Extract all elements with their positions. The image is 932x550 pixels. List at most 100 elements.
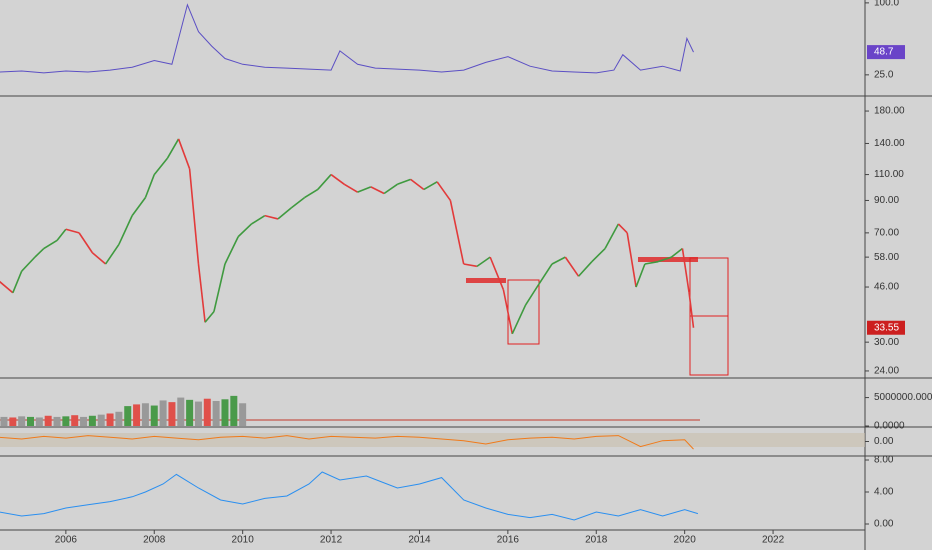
x-tick-label: 2010 (232, 535, 255, 546)
price-segment (153, 157, 169, 176)
price-segment (564, 256, 580, 277)
price-segment (657, 256, 672, 263)
volume-bar (221, 399, 229, 426)
price-segment (370, 186, 385, 195)
volume-bar (230, 395, 238, 426)
price-segment (317, 174, 332, 190)
volume-bar (18, 416, 26, 426)
last-value-label: 48.7 (874, 47, 894, 58)
y-tick-label: 8.00 (874, 455, 894, 466)
x-tick-label: 2020 (674, 535, 697, 546)
y-tick-label: 0.0000 (874, 421, 905, 432)
y-tick-label: 4.00 (874, 487, 894, 498)
price-segment (330, 173, 345, 185)
y-tick-label: 46.00 (874, 282, 899, 293)
y-tick-label: 90.00 (874, 195, 899, 206)
price-segment (188, 168, 200, 265)
volume-bar (62, 416, 70, 426)
price-segment (626, 232, 637, 288)
y-tick-label: 70.00 (874, 228, 899, 239)
price-segment (343, 183, 358, 193)
price-segment (577, 261, 593, 277)
y-tick-label: 180.00 (874, 106, 905, 117)
volume-bar (186, 399, 194, 426)
x-tick-label: 2012 (320, 535, 343, 546)
price-segment (224, 236, 239, 265)
price-segment (78, 232, 94, 254)
volume-bar (88, 415, 96, 426)
price-segment (43, 239, 58, 250)
volume-bar (35, 417, 43, 426)
y-tick-label: 0.00 (874, 519, 894, 530)
price-segment (177, 138, 191, 170)
x-tick-label: 2014 (408, 535, 431, 546)
volume-bar (133, 404, 141, 426)
price-segment (524, 283, 540, 306)
last-value-label: 33.55 (874, 322, 899, 333)
price-segment (688, 292, 695, 328)
y-tick-label: 58.00 (874, 252, 899, 263)
x-tick-label: 2018 (585, 535, 608, 546)
price-segment (644, 260, 659, 265)
volume-bar (212, 400, 220, 426)
volume-bar (44, 415, 52, 426)
y-tick-label: 25.0 (874, 69, 894, 80)
price-segment (251, 214, 266, 225)
volume-bar (177, 397, 185, 426)
price-segment (12, 270, 23, 294)
series-line (0, 435, 694, 450)
price-segment (304, 188, 319, 199)
y-tick-label: 24.00 (874, 366, 899, 377)
series-line (0, 3, 694, 74)
price-segment (436, 181, 452, 201)
annotation-band (638, 257, 698, 262)
price-segment (357, 186, 372, 193)
volume-bar (97, 414, 105, 426)
price-segment (197, 263, 206, 323)
volume-bar (0, 416, 8, 426)
x-tick-label: 2006 (55, 535, 78, 546)
price-segment (538, 263, 553, 285)
x-tick-label: 2022 (762, 535, 785, 546)
price-segment (204, 311, 215, 323)
price-segment (476, 256, 491, 268)
volume-bar (115, 411, 123, 426)
price-segment (237, 223, 253, 238)
volume-bar (106, 413, 114, 426)
price-segment (397, 178, 411, 186)
volume-bar (9, 417, 17, 426)
price-segment (56, 228, 67, 241)
price-segment (290, 196, 306, 209)
price-segment (144, 174, 156, 198)
oscillator-band (0, 433, 865, 447)
price-segment (591, 247, 606, 263)
x-tick-label: 2016 (497, 535, 520, 546)
last-value-tag (867, 45, 905, 60)
price-segment (277, 207, 292, 220)
price-segment (34, 247, 45, 258)
price-segment (551, 256, 566, 265)
price-segment (502, 289, 514, 334)
price-segment (383, 183, 398, 195)
y-tick-label: 30.00 (874, 337, 899, 348)
price-segment (604, 223, 620, 249)
volume-bar (53, 416, 61, 426)
price-segment (410, 178, 425, 191)
price-segment (511, 304, 527, 335)
price-segment (617, 223, 628, 234)
price-segment (65, 228, 80, 234)
price-segment (104, 243, 120, 265)
price-segment (166, 138, 180, 159)
price-segment (489, 256, 505, 291)
price-segment (118, 215, 133, 245)
price-segment (449, 200, 465, 265)
price-segment (635, 263, 646, 288)
price-segment (131, 197, 147, 217)
annotation-band (466, 278, 506, 283)
volume-bar (150, 405, 158, 426)
volume-bar (194, 401, 202, 426)
volume-bar (26, 416, 34, 426)
last-value-tag (867, 320, 905, 335)
y-tick-label: 110.00 (874, 169, 904, 180)
